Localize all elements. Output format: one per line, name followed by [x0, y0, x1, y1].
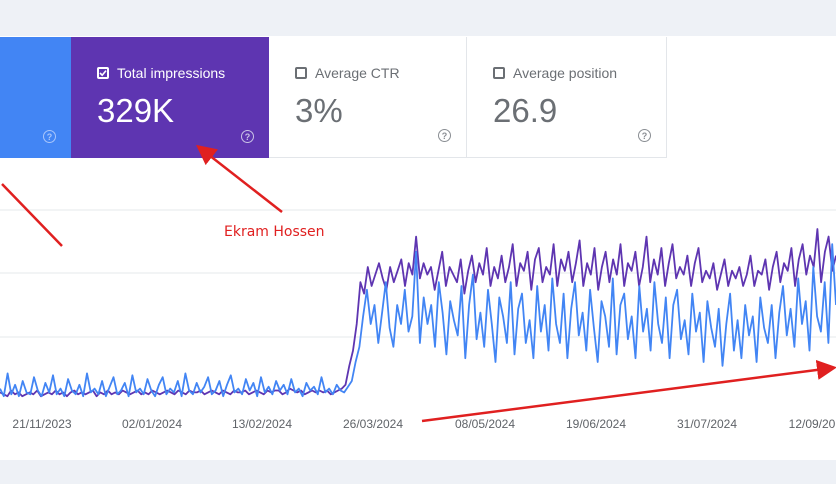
position-value: 26.9 — [493, 92, 558, 129]
author-annotation: Ekram Hossen — [224, 224, 325, 240]
help-icon[interactable]: ? — [241, 130, 254, 143]
checkbox-unchecked-icon[interactable] — [493, 67, 505, 79]
x-tick-label: 12/09/20 — [789, 417, 836, 431]
checkbox-checked-icon[interactable] — [97, 67, 109, 79]
total-impressions-card[interactable]: Total impressions 329K ? — [71, 37, 269, 158]
total-clicks-card[interactable]: ? — [0, 37, 71, 158]
help-icon[interactable]: ? — [438, 129, 451, 142]
checkbox-unchecked-icon[interactable] — [295, 67, 307, 79]
x-tick-label: 26/03/2024 — [343, 417, 403, 431]
impressions-value: 329K — [97, 92, 175, 129]
ctr-label: Average CTR — [315, 65, 400, 81]
help-icon[interactable]: ? — [43, 130, 56, 143]
x-tick-label: 02/01/2024 — [122, 417, 182, 431]
chart-gridlines — [0, 209, 836, 338]
help-icon[interactable]: ? — [638, 129, 651, 142]
chart-series — [0, 228, 836, 398]
average-ctr-card[interactable]: Average CTR 3% ? — [269, 37, 467, 158]
x-tick-label: 13/02/2024 — [232, 417, 292, 431]
x-axis-ticks: 21/11/2023 02/01/2024 13/02/2024 26/03/2024… — [12, 417, 835, 431]
position-label: Average position — [513, 65, 618, 81]
ctr-value: 3% — [295, 92, 343, 129]
average-position-card[interactable]: Average position 26.9 ? — [467, 37, 667, 158]
x-tick-label: 19/06/2024 — [566, 417, 626, 431]
x-tick-label: 08/05/2024 — [455, 417, 515, 431]
x-tick-label: 21/11/2023 — [12, 417, 71, 431]
clicks-series-line — [0, 243, 836, 398]
impressions-series-line — [0, 228, 836, 398]
impressions-label: Total impressions — [117, 65, 226, 81]
x-tick-label: 31/07/2024 — [677, 417, 737, 431]
